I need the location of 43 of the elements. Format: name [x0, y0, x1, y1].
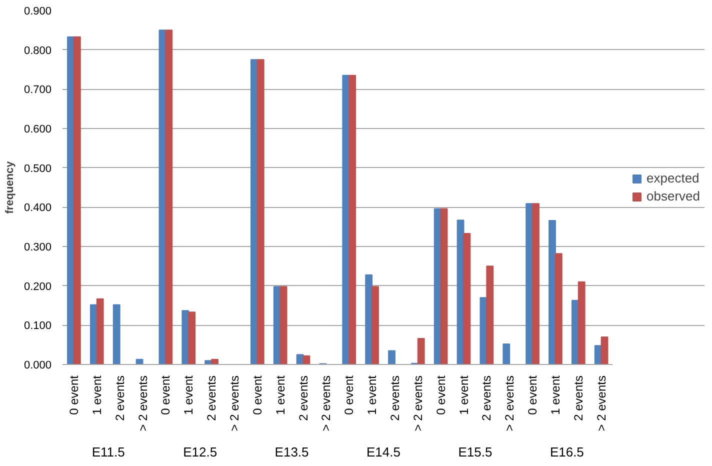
text: E14.5 — [366, 444, 400, 460]
x-tick-label: 2 events — [204, 375, 219, 421]
text: E12.5 — [183, 444, 218, 460]
x-tick-label: 0 event — [526, 374, 540, 415]
x-tick-label: 0 event — [434, 374, 448, 415]
y-tick-label: 0.300 — [24, 242, 52, 254]
legend-label: observed — [646, 188, 700, 204]
x-tick-label: 1 event — [365, 374, 380, 415]
x-tick-label: > 2 events — [410, 375, 425, 432]
x-tick-label: 0 event — [66, 374, 81, 415]
x-tick-label: > 2 events — [227, 375, 242, 432]
x-tick-label: > 2 events — [136, 375, 150, 432]
text: E15.5 — [458, 444, 492, 460]
x-tick-label: 2 events — [296, 375, 310, 421]
x-tick-label: 1 event — [90, 374, 104, 415]
x-tick-label: 1 event — [548, 374, 562, 415]
x-tick-label: > 2 events — [502, 375, 517, 432]
x-tick-label: 1 event — [456, 374, 471, 415]
y-axis-title: frequency — [4, 160, 16, 214]
text: E11.5 — [92, 444, 125, 460]
x-tick-label: 0 event — [342, 374, 356, 415]
x-tick-label: > 2 events — [319, 375, 334, 432]
x-tick-label: 0 event — [158, 374, 173, 415]
text: E16.5 — [550, 444, 584, 460]
y-tick-label: 0.200 — [24, 280, 52, 293]
x-tick-label: > 2 events — [594, 375, 608, 432]
y-tick-label: 0.700 — [24, 84, 52, 96]
x-tick-label: 1 event — [273, 374, 288, 415]
x-tick-label: 2 events — [112, 375, 127, 421]
y-tick-label: 0.600 — [24, 124, 52, 136]
text: E13.5 — [274, 444, 309, 460]
x-tick-label: 2 events — [571, 375, 586, 421]
y-tick-label: 0.100 — [24, 320, 52, 332]
x-tick-label: 2 events — [388, 375, 402, 421]
y-tick-label: 0.500 — [24, 162, 52, 175]
legend-label: expected — [646, 170, 700, 186]
y-tick-label: 0.400 — [24, 202, 52, 214]
y-tick-label: 0.000 — [24, 360, 52, 372]
y-tick-label: 0.900 — [24, 6, 52, 18]
x-tick-label: 2 events — [480, 375, 494, 421]
y-tick-label: 0.800 — [24, 44, 52, 57]
x-tick-label: 1 event — [182, 374, 196, 415]
x-tick-label: 0 event — [250, 374, 264, 415]
